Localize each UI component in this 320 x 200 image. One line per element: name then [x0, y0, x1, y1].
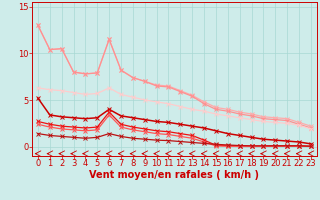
X-axis label: Vent moyen/en rafales ( km/h ): Vent moyen/en rafales ( km/h ) [89, 170, 260, 180]
